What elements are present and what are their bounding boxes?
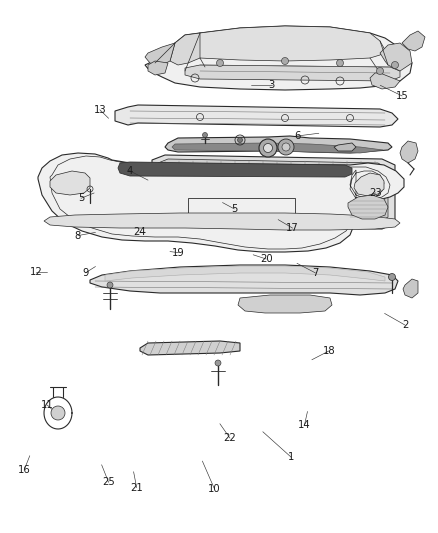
- Text: 22: 22: [223, 433, 237, 443]
- Polygon shape: [354, 173, 384, 196]
- Polygon shape: [165, 136, 392, 153]
- Polygon shape: [38, 153, 404, 252]
- Polygon shape: [334, 143, 356, 151]
- Text: 24: 24: [133, 228, 145, 237]
- Text: 17: 17: [286, 223, 299, 233]
- Text: 25: 25: [102, 478, 115, 487]
- Polygon shape: [50, 171, 90, 195]
- Text: 10: 10: [208, 484, 221, 494]
- Polygon shape: [238, 295, 332, 313]
- Text: 6: 6: [295, 131, 301, 141]
- Polygon shape: [145, 26, 412, 90]
- Text: 9: 9: [82, 268, 88, 278]
- Polygon shape: [115, 105, 398, 127]
- Text: 5: 5: [78, 193, 84, 203]
- Polygon shape: [90, 265, 398, 295]
- Text: 19: 19: [172, 248, 185, 257]
- Circle shape: [392, 61, 399, 69]
- Text: 13: 13: [94, 105, 106, 115]
- Polygon shape: [185, 26, 385, 61]
- Polygon shape: [140, 341, 240, 355]
- Text: 15: 15: [396, 91, 409, 101]
- Circle shape: [259, 139, 277, 157]
- Text: 20: 20: [260, 254, 272, 264]
- Circle shape: [282, 58, 289, 64]
- Polygon shape: [403, 279, 418, 298]
- Polygon shape: [370, 73, 400, 89]
- Text: 1: 1: [288, 453, 294, 462]
- Text: 3: 3: [268, 80, 275, 90]
- Polygon shape: [170, 33, 200, 65]
- Polygon shape: [105, 266, 385, 281]
- Text: 11: 11: [41, 400, 54, 410]
- Circle shape: [282, 143, 290, 151]
- Text: 12: 12: [29, 267, 42, 277]
- Circle shape: [215, 360, 221, 366]
- Circle shape: [389, 273, 396, 280]
- Polygon shape: [348, 195, 388, 219]
- Circle shape: [377, 68, 384, 75]
- Circle shape: [264, 143, 272, 152]
- Polygon shape: [145, 43, 175, 65]
- Text: 5: 5: [231, 204, 237, 214]
- Polygon shape: [380, 43, 412, 71]
- Text: 8: 8: [75, 231, 81, 240]
- Polygon shape: [152, 155, 395, 229]
- Text: 14: 14: [298, 421, 311, 430]
- Circle shape: [278, 139, 294, 155]
- Circle shape: [107, 282, 113, 288]
- Circle shape: [51, 406, 65, 420]
- Circle shape: [336, 60, 343, 67]
- Polygon shape: [162, 184, 385, 193]
- Text: 18: 18: [323, 346, 336, 356]
- Polygon shape: [148, 61, 168, 75]
- Circle shape: [202, 133, 208, 138]
- Text: 21: 21: [130, 483, 143, 492]
- Polygon shape: [44, 213, 400, 230]
- Polygon shape: [402, 31, 425, 51]
- Text: 16: 16: [18, 465, 31, 475]
- Polygon shape: [118, 162, 352, 177]
- Polygon shape: [158, 159, 388, 223]
- Text: 7: 7: [312, 268, 318, 278]
- Circle shape: [237, 138, 243, 142]
- Polygon shape: [172, 143, 383, 153]
- Circle shape: [216, 60, 223, 67]
- Text: 23: 23: [370, 188, 382, 198]
- Polygon shape: [185, 65, 400, 81]
- Polygon shape: [400, 141, 418, 163]
- Text: 2: 2: [402, 320, 408, 330]
- Text: 4: 4: [126, 166, 132, 175]
